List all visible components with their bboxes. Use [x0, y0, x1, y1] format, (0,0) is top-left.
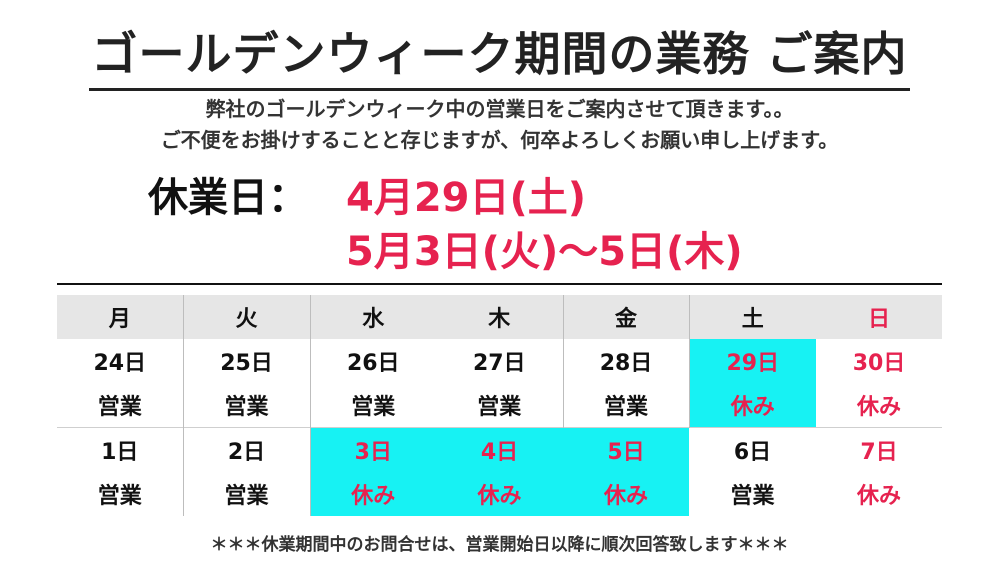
week1-date-row: 24日 25日 26日 27日 28日 29日 30日 [57, 339, 942, 383]
status-cell: 営業 [351, 395, 396, 420]
status-cell: 営業 [183, 472, 311, 516]
date-cell-closed: 7日 [816, 427, 942, 472]
date-cell-closed: 5日 [563, 427, 689, 472]
closed-date-1: 4月29日(土) [346, 175, 587, 221]
date-cell: 27日 [436, 339, 564, 383]
inquiry-note: ＊＊＊休業期間中のお問合せは、営業開始日以降に順次回答致します＊＊＊ [210, 535, 789, 555]
status-cell: 営業 [57, 383, 184, 428]
weekday-tue: 火 [183, 295, 311, 339]
status-cell-closed: 休み [436, 472, 563, 516]
weekday-mon: 月 [57, 295, 184, 339]
weekday-thu: 木 [436, 295, 564, 339]
date-cell: 24日 [57, 339, 184, 383]
page-title: ゴールデンウィーク期間の業務 ご案内 [0, 18, 999, 91]
status-cell-closed: 休み [689, 383, 816, 428]
weekday-sun: 日 [816, 295, 942, 339]
divider-line [57, 283, 942, 285]
date-cell: 2日 [183, 427, 311, 472]
closed-days-label: 休業日： [148, 175, 308, 221]
intro-line-2: ご不便をお掛けすることと存じますが、何卒よろしくお願い申し上げます。 [160, 128, 839, 152]
status-cell-closed: 休み [856, 484, 901, 509]
status-cell-closed: 休み [856, 395, 901, 420]
date-cell-closed: 4日 [436, 427, 563, 472]
status-cell: 営業 [57, 472, 184, 516]
intro-line-1: 弊社のゴールデンウィーク中の営業日をご案内させて頂きます。。 [205, 97, 794, 121]
date-cell: 26日 [346, 351, 400, 376]
date-cell: 6日 [689, 427, 816, 472]
week2-status-row: 営業 営業 休み 休み 休み 営業 休み [57, 472, 942, 516]
status-cell: 営業 [563, 383, 690, 428]
closed-date-2: 5月3日(火)～5日(木) [346, 229, 743, 275]
weekday-header-row: 月 火 水 木 金 土 日 [57, 295, 942, 339]
date-cell-closed: 29日 [689, 339, 816, 383]
date-cell-closed: 30日 [852, 351, 906, 376]
date-cell: 1日 [57, 427, 184, 472]
weekday-fri: 金 [563, 295, 690, 339]
status-cell-closed: 休み [310, 472, 436, 516]
weekday-wed: 水 [310, 295, 436, 339]
status-cell: 営業 [436, 383, 564, 428]
page-title-text: ゴールデンウィーク期間の業務 ご案内 [89, 18, 910, 91]
week1-status-row: 営業 営業 営業 営業 営業 休み 休み [57, 383, 942, 428]
weekday-sat: 土 [689, 295, 816, 339]
date-cell-closed: 3日 [310, 427, 436, 472]
date-cell: 28日 [563, 339, 690, 383]
week2-date-row: 1日 2日 3日 4日 5日 6日 7日 [57, 427, 942, 472]
calendar-table: 月 火 水 木 金 土 日 24日 25日 26日 27日 28日 29日 30… [57, 295, 942, 516]
status-cell: 営業 [183, 383, 311, 428]
status-cell: 営業 [730, 484, 775, 509]
date-cell: 25日 [183, 339, 311, 383]
status-cell-closed: 休み [563, 472, 689, 516]
